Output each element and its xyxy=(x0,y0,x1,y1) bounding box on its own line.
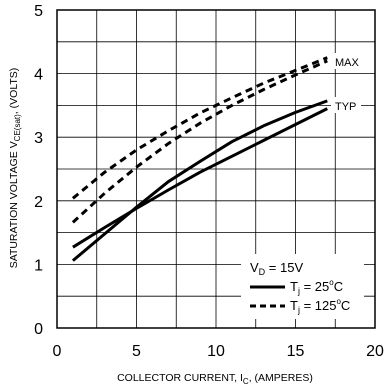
series-line-125c-max xyxy=(71,56,328,200)
x-tick-label: 5 xyxy=(132,343,141,360)
series-line-25c-typ xyxy=(71,99,328,262)
legend-condition: VD = 15V xyxy=(250,260,303,277)
plot-frame xyxy=(56,9,376,329)
x-tick-label: 0 xyxy=(53,343,62,360)
y-tick-label: 1 xyxy=(34,257,43,274)
series-line-25c-max xyxy=(72,107,328,249)
max-label-bg xyxy=(331,53,365,69)
series-line-125c-typ xyxy=(71,59,328,224)
legend-entry-125c: Tj = 125oC xyxy=(290,297,350,315)
legend: VD = 15V Tj = 25oC Tj = 125oC xyxy=(241,254,364,319)
y-tick-label: 3 xyxy=(34,130,43,147)
y-tick-label: 4 xyxy=(34,67,43,84)
max-label: MAX xyxy=(335,57,360,69)
x-axis-label: COLLECTOR CURRENT, IC, (AMPERES) xyxy=(117,372,313,386)
x-tick-label: 15 xyxy=(287,343,305,360)
y-tick-label: 5 xyxy=(34,3,43,20)
legend-entry-25c: Tj = 25oC xyxy=(290,278,343,296)
y-tick-label: 2 xyxy=(34,194,43,211)
series-lines xyxy=(71,56,328,262)
y-axis-label: SATURATION VOLTAGE VCE(sat), (VOLTS) xyxy=(8,68,22,269)
typ-label-bg xyxy=(331,97,361,113)
tick-labels: 0 5 10 15 20 0 1 2 3 4 5 xyxy=(34,3,384,360)
x-tick-label: 20 xyxy=(366,343,384,360)
y-tick-label: 0 xyxy=(34,321,43,338)
typ-label: TYP xyxy=(335,101,356,113)
x-tick-label: 10 xyxy=(207,343,225,360)
